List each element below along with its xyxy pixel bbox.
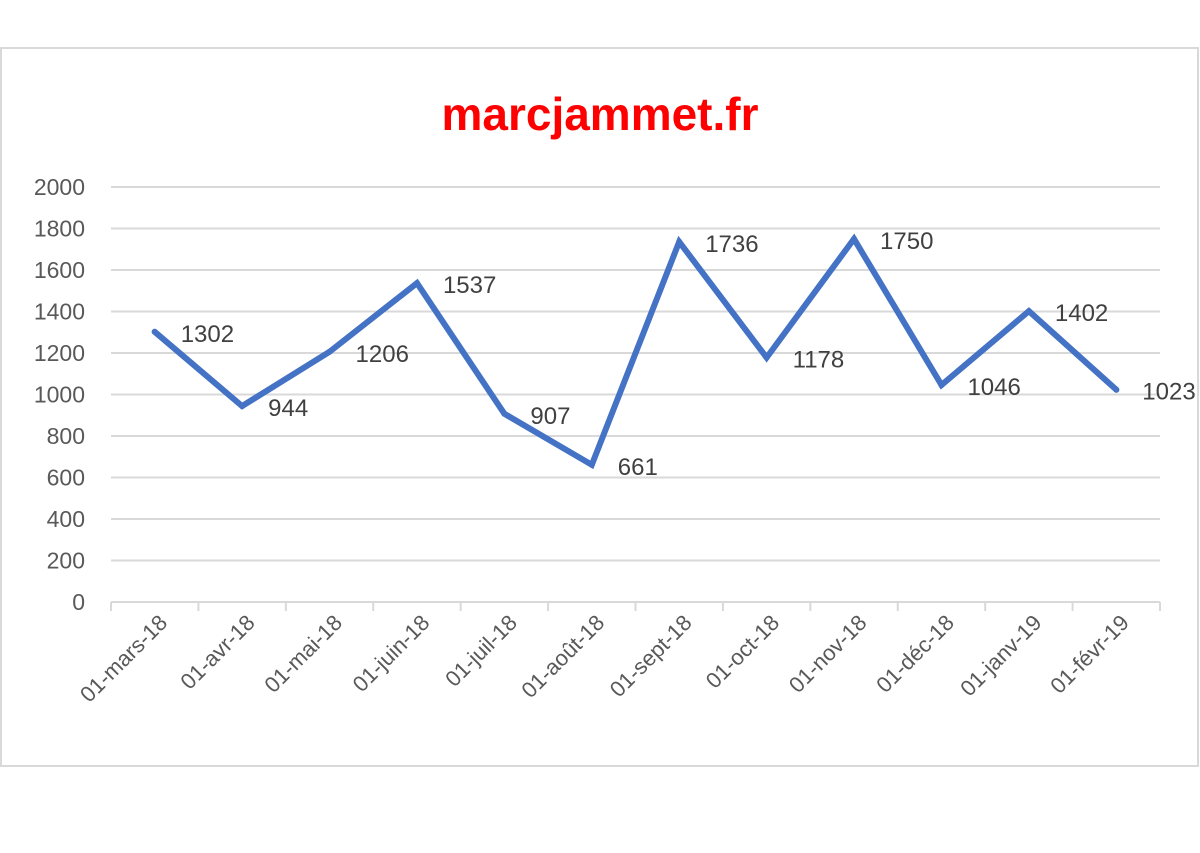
data-point <box>763 354 770 361</box>
y-tick-label: 1800 <box>34 216 85 242</box>
y-tick-label: 1200 <box>34 340 85 366</box>
chart-border <box>0 47 1199 767</box>
data-point <box>588 461 595 468</box>
data-label: 1206 <box>356 341 409 368</box>
data-label: 1402 <box>1055 300 1108 327</box>
y-tick-label: 2000 <box>34 174 85 200</box>
data-label: 944 <box>268 395 308 422</box>
data-point <box>151 328 158 335</box>
data-label: 907 <box>530 403 570 430</box>
data-point <box>851 235 858 242</box>
series-line <box>151 233 1120 470</box>
y-tick-label: 800 <box>47 423 85 449</box>
chart-title: marcjammet.fr <box>441 88 758 140</box>
y-tick-label: 400 <box>47 506 85 532</box>
data-label: 661 <box>618 454 658 481</box>
data-label: 1046 <box>967 374 1020 401</box>
data-point <box>938 381 945 388</box>
data-labels: 1302 944 1206 1537 907 661 1736 1178 1750 1046 140… <box>181 228 1196 481</box>
data-point <box>1025 308 1032 315</box>
data-label: 1537 <box>443 272 496 299</box>
data-point <box>326 348 333 355</box>
data-label: 1178 <box>793 347 845 374</box>
data-point <box>1113 386 1120 393</box>
y-tick-label: 0 <box>72 589 85 615</box>
data-point <box>676 238 683 245</box>
series-layer <box>151 233 1120 470</box>
data-label: 1302 <box>181 321 234 348</box>
y-tick-label: 1000 <box>34 382 85 408</box>
data-label: 1023 <box>1142 379 1195 406</box>
y-tick-label: 1600 <box>34 257 85 283</box>
data-label: 1750 <box>880 228 933 255</box>
y-tick-label: 200 <box>47 548 85 574</box>
data-label: 1736 <box>705 231 758 258</box>
y-tick-label: 1400 <box>34 299 85 325</box>
data-point <box>501 410 508 417</box>
y-tick-label: 600 <box>47 465 85 491</box>
data-point <box>413 280 420 287</box>
data-point <box>239 403 246 410</box>
